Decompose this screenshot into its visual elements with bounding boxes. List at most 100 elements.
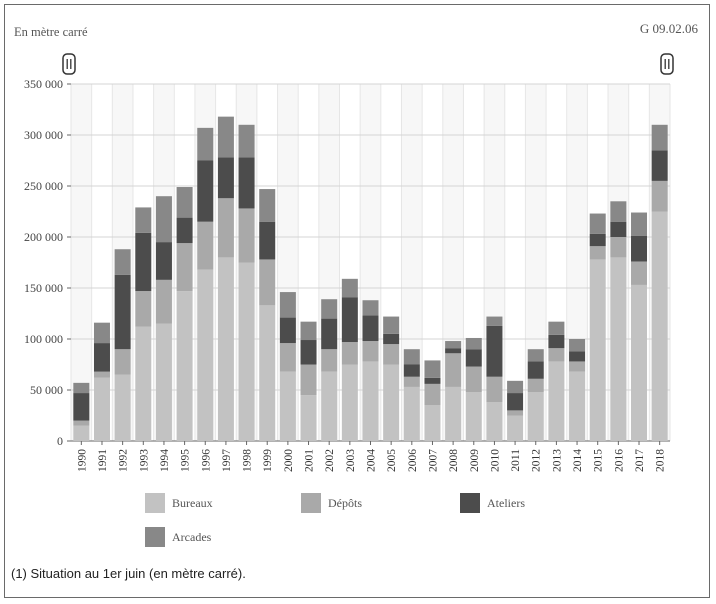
x-tick-label: 2013 xyxy=(551,449,563,472)
bar-ateliers xyxy=(445,348,462,354)
chart-code: G 09.02.06 xyxy=(639,21,698,36)
bar-bureaux xyxy=(217,257,234,441)
x-tick-label: 2001 xyxy=(304,449,316,472)
bar-ateliers xyxy=(300,340,317,365)
bar-dépôts xyxy=(114,349,131,375)
bar-bureaux xyxy=(155,323,172,441)
bar-bureaux xyxy=(589,259,606,441)
legend-item[interactable]: Dépôts xyxy=(301,493,362,513)
bar-dépôts xyxy=(548,348,565,362)
bar-bureaux xyxy=(403,386,420,441)
bar-ateliers xyxy=(114,274,131,350)
bar-ateliers xyxy=(259,221,276,260)
bar-bureaux xyxy=(93,377,110,441)
bar-ateliers xyxy=(341,297,358,343)
bar-ateliers xyxy=(486,325,503,377)
bar-arcades xyxy=(631,212,648,236)
bar-dépôts xyxy=(589,246,606,260)
legend-label: Dépôts xyxy=(328,495,362,510)
bar-dépôts xyxy=(424,383,441,406)
x-tick-label: 1997 xyxy=(221,449,233,472)
bar-ateliers xyxy=(651,150,668,181)
x-tick-label: 2015 xyxy=(593,449,605,472)
bar-bureaux xyxy=(362,361,379,441)
bar-ateliers xyxy=(238,157,255,209)
bar-dépôts xyxy=(279,343,296,372)
y-tick-label: 50 000 xyxy=(30,383,63,397)
footnote: (1) Situation au 1er juin (en mètre carr… xyxy=(11,566,246,581)
bar-arcades xyxy=(217,116,234,158)
bar-ateliers xyxy=(589,233,606,247)
x-tick-label: 2010 xyxy=(489,449,501,472)
bar-dépôts xyxy=(465,366,482,393)
bar-arcades xyxy=(527,349,544,362)
x-tick-label: 2009 xyxy=(469,449,481,472)
bar-dépôts xyxy=(486,376,503,403)
bar-bureaux xyxy=(341,364,358,441)
legend-swatch xyxy=(145,527,165,547)
bar-ateliers xyxy=(610,221,627,237)
bar-ateliers xyxy=(321,318,338,350)
bar-dépôts xyxy=(300,364,317,396)
bar-arcades xyxy=(424,360,441,378)
bar-arcades xyxy=(238,124,255,158)
x-tick-label: 2007 xyxy=(427,449,439,472)
bar-dépôts xyxy=(362,341,379,362)
x-tick-label: 2016 xyxy=(613,449,625,472)
y-tick-label: 250 000 xyxy=(24,179,63,193)
bar-dépôts xyxy=(197,221,214,270)
bar-dépôts xyxy=(631,261,648,285)
bar-arcades xyxy=(135,207,152,233)
bar-arcades xyxy=(300,321,317,341)
x-tick-label: 2012 xyxy=(531,449,543,472)
x-tick-label: 1995 xyxy=(180,449,192,472)
legend-label: Ateliers xyxy=(487,495,525,510)
bar-bureaux xyxy=(610,257,627,441)
bar-dépôts xyxy=(217,198,234,258)
bar-bureaux xyxy=(73,425,90,441)
bar-ateliers xyxy=(548,334,565,349)
bar-arcades xyxy=(610,201,627,222)
bar-dépôts xyxy=(259,259,276,306)
bar-bureaux xyxy=(548,361,565,441)
bar-bureaux xyxy=(259,305,276,441)
plot-band xyxy=(71,84,92,441)
x-tick-label: 2005 xyxy=(386,449,398,472)
bar-arcades xyxy=(197,127,214,161)
bar-bureaux xyxy=(197,269,214,441)
legend-label: Arcades xyxy=(172,529,212,544)
bar-ateliers xyxy=(362,315,379,342)
bar-bureaux xyxy=(238,262,255,441)
bar-bureaux xyxy=(114,374,131,441)
bar-bureaux xyxy=(486,402,503,441)
legend-item[interactable]: Ateliers xyxy=(460,493,525,513)
bar-arcades xyxy=(486,316,503,326)
bar-arcades xyxy=(507,380,524,394)
bar-arcades xyxy=(155,196,172,243)
bar-dépôts xyxy=(135,291,152,327)
range-handle-left[interactable] xyxy=(62,53,76,75)
x-tick-label: 2004 xyxy=(366,449,378,472)
bar-arcades xyxy=(403,349,420,365)
x-tick-label: 1999 xyxy=(262,449,274,472)
bar-ateliers xyxy=(197,160,214,222)
bar-ateliers xyxy=(465,349,482,367)
bar-ateliers xyxy=(279,317,296,344)
bar-bureaux xyxy=(507,415,524,441)
y-tick-label: 200 000 xyxy=(24,230,63,244)
bar-dépôts xyxy=(73,420,90,426)
bar-ateliers xyxy=(424,377,441,384)
legend-label: Bureaux xyxy=(172,495,213,510)
bar-dépôts xyxy=(383,344,400,365)
range-handle-right[interactable] xyxy=(660,53,674,75)
bar-dépôts xyxy=(610,237,627,258)
bar-arcades xyxy=(341,278,358,298)
legend-item[interactable]: Bureaux xyxy=(145,493,213,513)
bar-dépôts xyxy=(507,410,524,416)
bar-dépôts xyxy=(569,361,586,372)
bar-ateliers xyxy=(73,393,90,421)
legend-item[interactable]: Arcades xyxy=(145,527,211,547)
bar-bureaux xyxy=(527,392,544,441)
bar-ateliers xyxy=(507,393,524,411)
